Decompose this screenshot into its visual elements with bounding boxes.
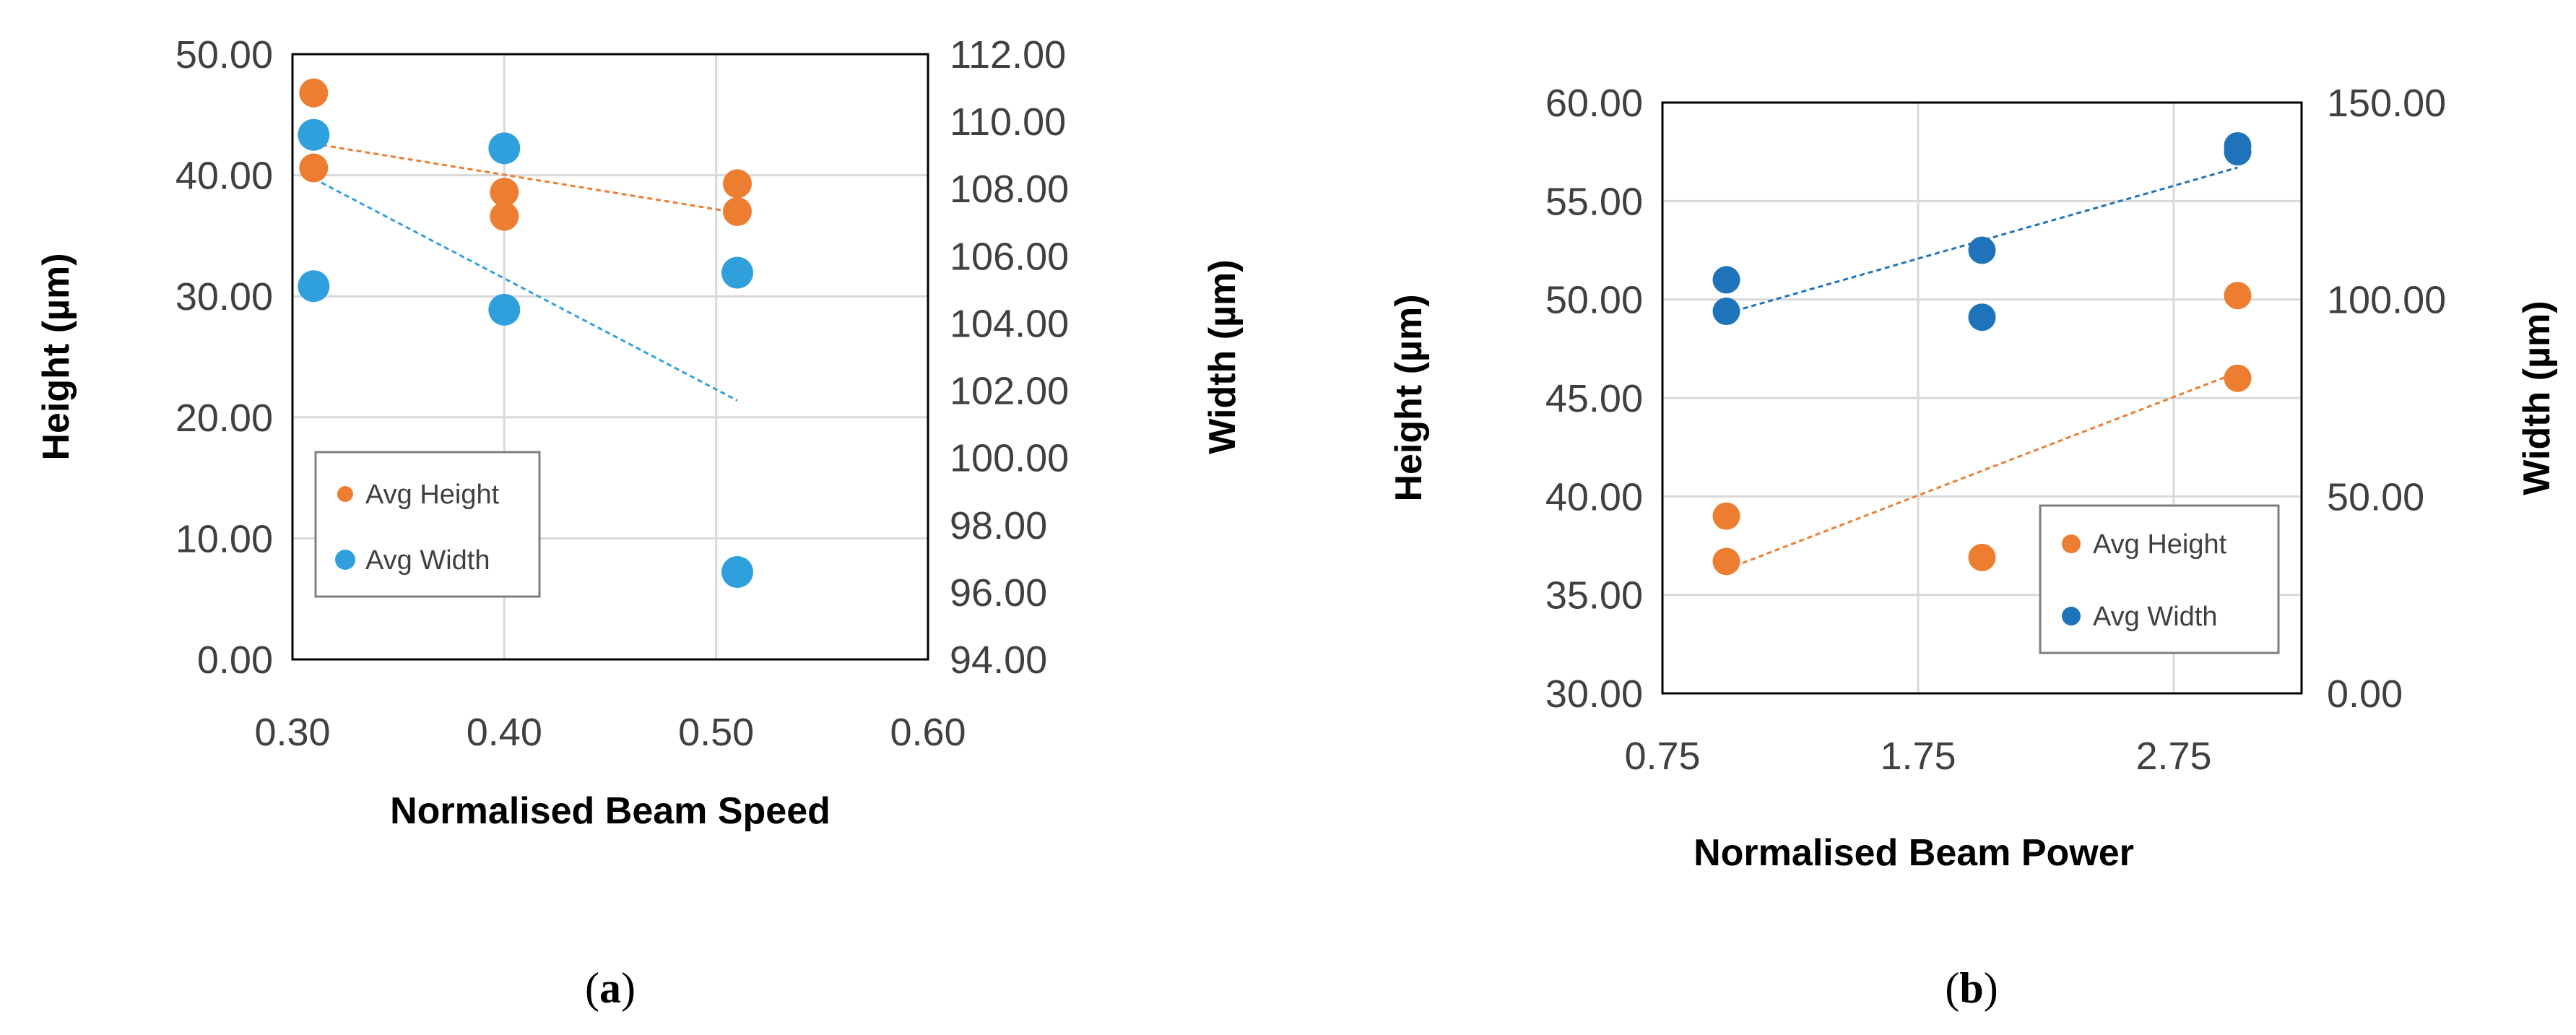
panel-b-right-y-axis-label: Width (µm) <box>2516 300 2558 495</box>
panel-b-right-y-tick: 150.00 <box>2327 82 2446 125</box>
panel-b-left-y-tick: 45.00 <box>1545 377 1643 420</box>
panel-b-height-point <box>2224 364 2252 392</box>
panel-b-caption-letter: b <box>1959 964 1983 1012</box>
panel-b-legend: Avg Height Avg Width <box>2039 504 2280 654</box>
panel-b-power-chart: 30.00 35.00 40.00 45.00 50.00 55.00 60.00 0.75 1… <box>1388 82 2558 1012</box>
panel-b-caption: (b) <box>1945 964 1998 1012</box>
panel-a-height-point <box>490 178 519 207</box>
panel-a-legend: Avg Height Avg Width <box>314 451 541 598</box>
panel-b-x-tick: 1.75 <box>1880 735 1956 778</box>
panel-b-right-y-tick: 100.00 <box>2327 279 2446 322</box>
panel-b-legend-height-marker <box>2062 534 2081 553</box>
panel-b-plot-frame <box>1661 101 2303 695</box>
panel-a-height-point <box>490 202 519 231</box>
panel-a-legend-width-label: Avg Width <box>365 545 490 576</box>
panel-a-width-point <box>721 555 753 588</box>
panel-b-width-point <box>1712 266 1740 294</box>
panel-b-left-y-tick: 35.00 <box>1545 574 1643 618</box>
panel-b-width-point <box>1968 303 1996 332</box>
panel-b-width-point <box>2224 131 2252 160</box>
panel-a-right-y-tick: 108.00 <box>950 168 1069 211</box>
panel-b-data-points <box>1712 131 2252 576</box>
panel-a-right-y-tick: 98.00 <box>950 504 1047 547</box>
panel-b-height-point <box>1968 543 1996 571</box>
panel-a-right-y-tick: 112.00 <box>950 33 1066 77</box>
panel-a-right-y-tick: 102.00 <box>950 370 1069 413</box>
panel-b-left-y-tick: 40.00 <box>1545 475 1643 519</box>
panel-b-tick-labels: 30.00 35.00 40.00 45.00 50.00 55.00 60.00 0.75 1… <box>1545 82 2446 778</box>
panel-a-x-tick: 0.60 <box>890 711 966 754</box>
panel-b-width-point <box>1712 298 1740 326</box>
panel-a-x-tick: 0.40 <box>467 711 542 754</box>
panel-a-speed-chart: 0.00 10.00 20.00 30.00 40.00 50.00 0.30 0.40 0.5… <box>35 33 1244 1012</box>
panel-b-width-trendline <box>1726 166 2238 315</box>
panel-b-x-axis-label: Normalised Beam Power <box>1694 832 2134 874</box>
panel-a-legend-height-label: Avg Height <box>365 480 500 510</box>
panel-a-legend-height-marker <box>337 486 353 502</box>
panel-a-x-tick: 0.50 <box>678 711 754 754</box>
panel-b-left-y-tick: 50.00 <box>1545 279 1643 322</box>
panel-a-legend-box <box>314 451 541 598</box>
panel-a-left-y-axis-label: Height (µm) <box>35 253 77 460</box>
panel-a-width-point <box>298 270 330 303</box>
panel-b-left-y-axis-label: Height (µm) <box>1388 294 1430 501</box>
panel-a-caption-letter: a <box>599 964 621 1012</box>
panel-a-width-point <box>488 132 521 165</box>
panel-b-legend-width-marker <box>2062 607 2081 625</box>
panel-b-left-y-tick: 30.00 <box>1545 672 1643 716</box>
panel-b-height-point <box>1712 502 1740 530</box>
panel-a-left-y-tick: 30.00 <box>175 275 273 319</box>
panel-b-left-y-tick: 55.00 <box>1545 180 1643 223</box>
panel-a-width-trendline <box>313 177 738 402</box>
panel-a-x-tick: 0.30 <box>254 711 330 754</box>
panel-b-height-trendline <box>1725 371 2239 571</box>
panel-a-data-points <box>298 78 753 588</box>
panel-a-left-y-tick: 50.00 <box>175 33 273 77</box>
panel-a-right-y-tick: 110.00 <box>950 100 1066 144</box>
panel-b-trendlines <box>1725 166 2239 571</box>
panel-a-right-y-tick: 106.00 <box>950 235 1069 278</box>
panel-a-tick-labels: 0.00 10.00 20.00 30.00 40.00 50.00 0.30 0.40 0.5… <box>175 33 1069 754</box>
panel-b-legend-height-label: Avg Height <box>2093 529 2227 560</box>
panel-a-right-y-tick: 100.00 <box>950 437 1069 480</box>
panel-b-legend-box <box>2039 504 2280 654</box>
panel-a-left-y-tick: 20.00 <box>175 397 273 440</box>
panel-a-height-point <box>299 78 329 108</box>
panel-b-right-y-tick: 0.00 <box>2327 672 2403 716</box>
panel-b-x-tick: 2.75 <box>2135 735 2211 778</box>
panel-a-left-y-tick: 0.00 <box>197 638 273 682</box>
panel-a-height-point <box>299 153 329 183</box>
panel-a-width-point <box>488 293 521 326</box>
panel-a-caption: (a) <box>585 964 636 1012</box>
panel-a-width-point <box>298 118 330 151</box>
panel-b-height-point <box>1712 547 1740 576</box>
panel-a-right-y-tick: 96.00 <box>950 571 1047 615</box>
panel-a-right-y-tick: 104.00 <box>950 302 1069 345</box>
panel-a-width-point <box>721 256 753 289</box>
panel-b-height-point <box>2224 282 2252 310</box>
panel-a-height-point <box>723 169 752 199</box>
panel-b-width-point <box>1968 236 1996 264</box>
panel-a-right-y-axis-label: Width (µm) <box>1202 259 1244 454</box>
panel-a-left-y-tick: 40.00 <box>175 155 273 198</box>
panel-a-left-y-tick: 10.00 <box>175 517 273 560</box>
panel-b-right-y-tick: 50.00 <box>2327 475 2424 519</box>
panel-b-left-y-tick: 60.00 <box>1545 82 1643 125</box>
panel-b-x-tick: 0.75 <box>1624 735 1700 778</box>
panel-a-legend-width-marker <box>335 550 355 570</box>
panel-b-legend-width-label: Avg Width <box>2093 602 2217 632</box>
panel-a-height-trendline <box>313 142 738 215</box>
panel-a-right-y-tick: 94.00 <box>950 638 1047 682</box>
panel-a-trendlines <box>313 142 738 402</box>
panel-a-plot-frame <box>291 53 929 661</box>
panel-a-x-axis-label: Normalised Beam Speed <box>390 790 831 832</box>
panel-a-height-point <box>723 196 752 226</box>
